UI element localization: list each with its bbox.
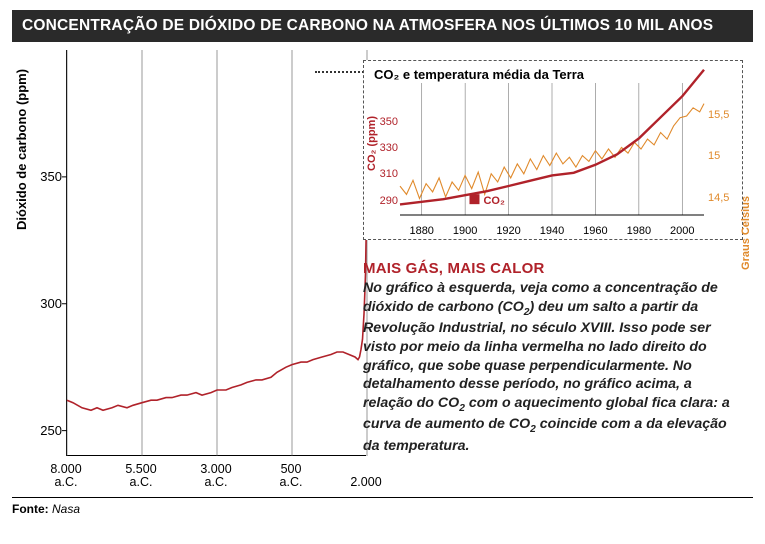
main-ytick: 300: [22, 296, 62, 311]
content-area: Dióxido de carbono (ppm) 250 300 350 8.000a…: [12, 42, 753, 493]
main-xtick: 500a.C.: [267, 463, 315, 491]
main-ytick: 350: [22, 169, 62, 184]
inset-xtick: 1900: [450, 225, 480, 237]
source-footer: Fonte: Nasa: [12, 497, 753, 516]
caption-heading: MAIS GÁS, MAIS CALOR: [363, 260, 743, 277]
inset-xtick: 1920: [494, 225, 524, 237]
inset-xtick: 2000: [667, 225, 697, 237]
inset-chart-plot: CO₂: [400, 83, 704, 215]
inset-left-ytick: 290: [370, 195, 398, 207]
inset-xtick: 1880: [407, 225, 437, 237]
inset-left-ytick: 350: [370, 116, 398, 128]
main-chart-ylabel: Dióxido de carbono (ppm): [14, 69, 29, 230]
inset-chart: CO₂ e temperatura média da Terra CO₂ (pp…: [363, 60, 743, 240]
main-xtick: 8.000a.C.: [42, 463, 90, 491]
source-label: Fonte:: [12, 502, 49, 516]
inset-right-ytick: 15,5: [708, 109, 738, 121]
svg-text:CO₂: CO₂: [483, 195, 505, 207]
inset-left-ytick: 310: [370, 168, 398, 180]
inset-xtick: 1940: [537, 225, 567, 237]
main-xtick: 2.000: [342, 476, 390, 490]
inset-right-ytick: 14,5: [708, 192, 738, 204]
source-value: Nasa: [52, 502, 80, 516]
inset-right-ytick: 15: [708, 150, 738, 162]
main-xtick: 5.500a.C.: [117, 463, 165, 491]
caption-block: MAIS GÁS, MAIS CALOR No gráfico à esquer…: [363, 260, 743, 455]
inset-left-ytick: 330: [370, 142, 398, 154]
main-xtick: 3.000a.C.: [192, 463, 240, 491]
inset-right-ylabel: Graus Celsius: [740, 196, 752, 270]
main-ytick: 250: [22, 423, 62, 438]
inset-xtick: 1960: [580, 225, 610, 237]
main-chart-plot: [66, 50, 366, 456]
caption-body: No gráfico à esquerda, veja como a conce…: [363, 279, 743, 455]
inset-xtick: 1980: [624, 225, 654, 237]
page-title: CONCENTRAÇÃO DE DIÓXIDO DE CARBONO NA AT…: [12, 10, 753, 42]
main-chart: Dióxido de carbono (ppm) 2503003508.000a…: [18, 50, 368, 490]
inset-chart-title: CO₂ e temperatura média da Terra: [374, 67, 736, 82]
